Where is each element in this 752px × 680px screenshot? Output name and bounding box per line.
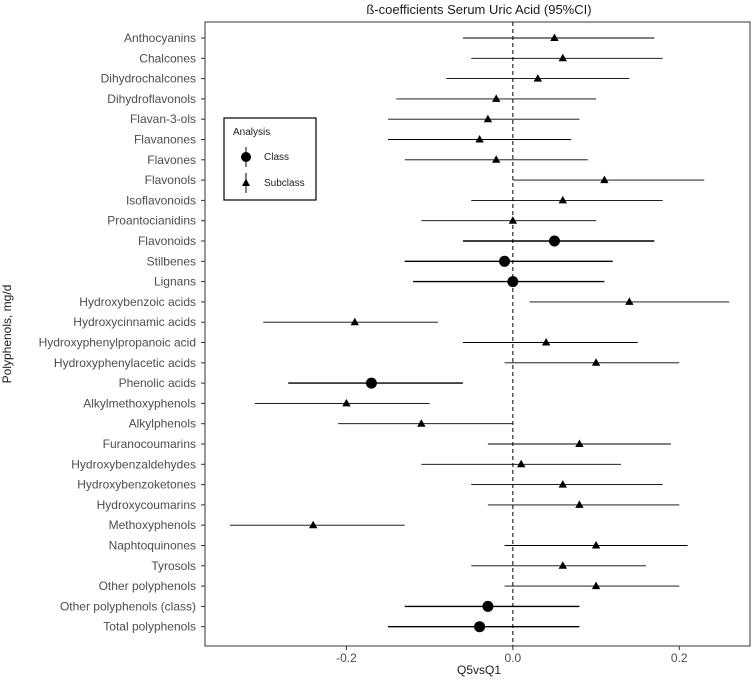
subclass-point (575, 500, 584, 508)
y-tick-label: Proantocianidins (107, 214, 196, 228)
y-tick-label: Hydroxybenzaldehydes (71, 457, 196, 471)
y-tick-label: Lignans (154, 275, 196, 289)
y-tick-label: Flavonoids (138, 234, 196, 248)
subclass-point (475, 135, 484, 143)
x-tick-label: 0.2 (671, 651, 688, 665)
y-tick-label: Methoxyphenols (109, 518, 196, 532)
y-tick-label: Alkylmethoxyphenols (83, 396, 196, 410)
subclass-point (541, 338, 551, 346)
y-tick-label: Other polyphenols (99, 579, 196, 593)
subclass-point (342, 398, 351, 407)
chart-title: ß-coefficients Serum Uric Acid (95%CI) (366, 2, 591, 17)
subclass-point (508, 216, 518, 224)
y-tick-label: Anthocyanins (124, 31, 196, 45)
subclass-point (483, 114, 493, 123)
subclass-point (591, 358, 601, 366)
y-tick-label: Total polyphenols (103, 620, 196, 634)
subclass-point (558, 561, 567, 569)
y-tick-label: Flavan-3-ols (130, 112, 196, 126)
class-point (474, 621, 486, 633)
subclass-point (625, 297, 634, 305)
subclass-point (492, 155, 501, 163)
y-tick-label: Alkylphenols (129, 417, 196, 431)
y-tick-label: Flavones (147, 153, 196, 167)
subclass-point (558, 480, 567, 488)
y-tick-label: Other polyphenols (class) (60, 599, 196, 613)
y-tick-label: Flavanones (134, 133, 196, 147)
legend-subclass-marker (242, 178, 250, 186)
subclass-point (558, 195, 567, 204)
y-tick-label: Stilbenes (147, 254, 196, 268)
y-tick-label: Hydroxycoumarins (97, 498, 196, 512)
legend-subclass-label: Subclass (264, 178, 305, 189)
y-tick-label: Hydroxycinnamic acids (73, 315, 196, 329)
y-tick-label: Phenolic acids (119, 376, 196, 390)
legend-class-label: Class (264, 152, 289, 163)
rows-layer: Anthocyanins Chalcones Dihydrochalcones Dih… (39, 31, 730, 634)
y-tick-label: Isoflavonoids (126, 193, 196, 207)
subclass-point (600, 175, 609, 184)
subclass-point (550, 33, 559, 41)
class-point (548, 235, 560, 247)
x-tick-label: -0.2 (336, 651, 357, 665)
subclass-point (308, 520, 318, 529)
subclass-point (350, 317, 359, 326)
y-tick-label: Dihydrochalcones (101, 72, 196, 86)
subclass-point (575, 439, 584, 447)
legend-class-marker (241, 152, 251, 162)
legend: Analysis Class Subclass (223, 117, 317, 201)
subclass-point (492, 94, 501, 102)
subclass-point (533, 74, 543, 82)
y-tick-label: Hydroxybenzoketones (77, 478, 196, 492)
subclass-point (591, 541, 601, 549)
class-point (482, 600, 494, 612)
legend-title: Analysis (233, 127, 270, 138)
class-point (365, 377, 377, 389)
y-tick-label: Hydroxyphenylacetic acids (54, 356, 196, 370)
class-point (507, 276, 519, 288)
y-tick-label: Dihydroflavonols (107, 92, 196, 106)
subclass-point (558, 53, 567, 62)
y-tick-label: Tyrosols (151, 559, 196, 573)
legend-box (223, 117, 317, 201)
y-tick-label: Hydroxybenzoic acids (79, 295, 196, 309)
y-tick-label: Chalcones (139, 51, 196, 65)
subclass-point (417, 419, 426, 427)
x-axis-title: Q5vsQ1 (457, 663, 501, 677)
subclass-point (591, 581, 601, 590)
y-tick-label: Flavonols (145, 173, 196, 187)
class-point (499, 255, 511, 267)
y-tick-label: Furanocoumarins (103, 437, 196, 451)
x-tick-label: 0.0 (505, 651, 522, 665)
y-axis-title: Polyphenols, mg/d (0, 285, 14, 384)
subclass-point (516, 459, 526, 468)
plot-frame (204, 21, 751, 647)
y-tick-label: Naphtoquinones (109, 539, 196, 553)
y-tick-label: Hydroxyphenylpropanoic acid (39, 336, 196, 350)
x-axis: -0.2 0.0 0.2 (336, 646, 688, 665)
